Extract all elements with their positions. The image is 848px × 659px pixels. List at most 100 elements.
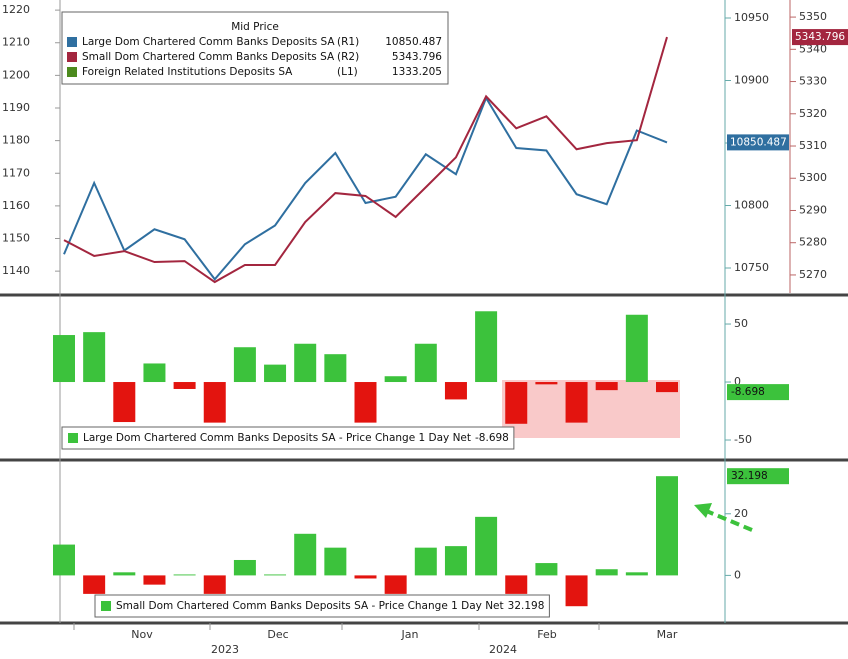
arrow-shaft — [703, 508, 753, 532]
bar — [143, 363, 166, 383]
bar — [143, 575, 166, 585]
bar — [505, 575, 528, 594]
legend-label: Large Dom Chartered Comm Banks Deposits … — [83, 432, 471, 444]
legend-swatch — [67, 52, 77, 62]
bar — [625, 314, 648, 383]
x-year-label: 2023 — [211, 643, 239, 656]
bar — [414, 343, 437, 383]
y-tick-label: 0 — [734, 568, 741, 581]
legend-label: Foreign Related Institutions Deposits SA — [82, 66, 293, 78]
last-value-badge — [727, 134, 789, 151]
legend-value: 1333.205 — [392, 66, 442, 78]
last-value-label: 10850.487 — [730, 136, 787, 148]
last-value-label: -8.698 — [731, 386, 765, 398]
bar — [233, 347, 256, 383]
y-tick-label: 0 — [734, 375, 741, 388]
last-value-badge — [727, 384, 789, 401]
bar — [233, 559, 256, 576]
y-tick-label: -50 — [734, 433, 752, 446]
y2-tick-label: 10950 — [734, 11, 769, 24]
y2-tick-label: 10750 — [734, 261, 769, 274]
y2-tick-label: 10900 — [734, 74, 769, 87]
bar — [505, 382, 528, 424]
legend-swatch — [67, 67, 77, 77]
legend-box — [61, 426, 515, 450]
y-tick-label: 50 — [734, 317, 748, 330]
bar — [53, 544, 75, 576]
y3-tick-label: 5300 — [799, 171, 827, 184]
bar — [625, 572, 648, 576]
legend-box — [61, 11, 449, 85]
bar — [475, 311, 498, 383]
legend-label: Large Dom Chartered Comm Banks Deposits … — [82, 36, 335, 48]
bar — [203, 575, 226, 594]
y-tick-label: 1170 — [2, 166, 30, 179]
y-tick-label: 1160 — [2, 199, 30, 212]
bar — [595, 382, 618, 391]
legend-value: -8.698 — [475, 432, 509, 444]
last-value-label: 5343.796 — [795, 31, 845, 43]
bar — [384, 376, 407, 383]
x-tick-label: Mar — [657, 628, 678, 641]
bar — [173, 574, 196, 576]
legend-axis: (L1) — [337, 66, 358, 78]
legend-value: 5343.796 — [392, 51, 442, 63]
y3-tick-label: 5270 — [799, 268, 827, 281]
legend-swatch — [67, 37, 77, 47]
bar — [595, 569, 618, 576]
legend: Small Dom Chartered Comm Banks Deposits … — [94, 594, 550, 618]
arrow — [694, 503, 753, 532]
bar — [324, 354, 347, 383]
legend-swatch — [68, 433, 78, 443]
legend-label: Small Dom Chartered Comm Banks Deposits … — [82, 51, 335, 63]
legend-label: Small Dom Chartered Comm Banks Deposits … — [116, 600, 504, 612]
legend-value: 10850.487 — [385, 36, 442, 48]
y3-tick-label: 5290 — [799, 203, 827, 216]
y3-tick-label: 5310 — [799, 139, 827, 152]
bar — [414, 547, 437, 576]
legend-title: Mid Price — [231, 21, 279, 33]
legend: Mid Price Large Dom Chartered Comm Banks … — [61, 11, 449, 85]
x-tick-label: Nov — [131, 628, 153, 641]
y3-tick-label: 5350 — [799, 10, 827, 23]
bar — [354, 382, 377, 423]
legend-swatch — [101, 601, 111, 611]
bar — [475, 516, 498, 576]
bar — [264, 574, 287, 576]
bar — [354, 575, 377, 579]
series-line — [63, 36, 668, 284]
bar — [113, 382, 136, 423]
y3-tick-label: 5330 — [799, 75, 827, 88]
bar — [565, 382, 588, 423]
legend: Large Dom Chartered Comm Banks Deposits … — [61, 426, 515, 450]
last-value-badge — [792, 29, 848, 46]
bar — [324, 547, 347, 576]
x-tick-label: Feb — [537, 628, 556, 641]
bar — [294, 343, 317, 383]
bar — [656, 382, 678, 393]
series-line — [63, 95, 668, 281]
y3-tick-label: 5340 — [799, 42, 827, 55]
y-tick-label: 1150 — [2, 232, 30, 245]
x-year-label: 2024 — [489, 643, 517, 656]
x-tick-label: Jan — [401, 628, 419, 641]
y-tick-label: 1190 — [2, 101, 30, 114]
bar — [565, 575, 588, 607]
bar — [173, 382, 196, 389]
y-tick-label: 20 — [734, 507, 748, 520]
bar — [444, 382, 467, 400]
x-tick-label: Dec — [267, 628, 288, 641]
highlight-region — [502, 380, 680, 438]
last-value-label: 32.198 — [731, 470, 768, 482]
y3-tick-label: 5280 — [799, 236, 827, 249]
y-tick-label: 1200 — [2, 68, 30, 81]
bar — [83, 575, 106, 594]
y3-tick-label: 5320 — [799, 107, 827, 120]
bar — [535, 382, 558, 385]
bar — [294, 533, 317, 576]
y-tick-label: 1210 — [2, 36, 30, 49]
legend-axis: (R2) — [337, 51, 359, 63]
y-tick-label: 1220 — [2, 3, 30, 16]
bar — [53, 335, 75, 383]
